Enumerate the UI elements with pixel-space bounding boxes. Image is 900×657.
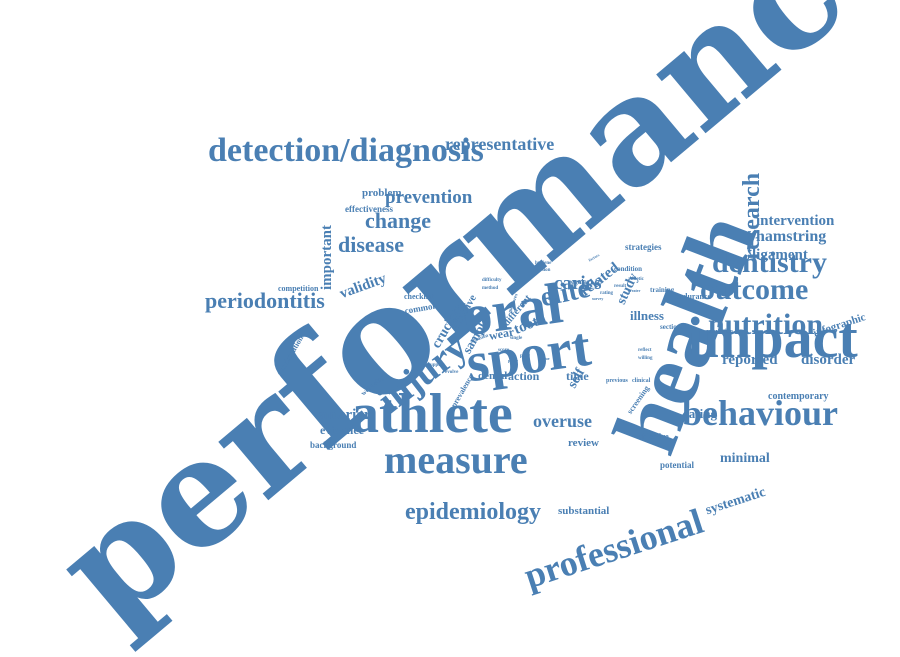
word-effectiveness: effectiveness [345,203,393,214]
word-sectional: sectional [660,323,687,332]
word-previous: previous [606,378,628,385]
word-anterior: anterior [318,406,371,423]
word-substantial: substantial [558,504,610,517]
word-overuse: overuse [533,411,592,432]
word-representative: representative [445,134,555,155]
word-epidemiology: epidemiology [405,499,541,526]
word-hygiene: hygiene [535,260,552,266]
word-athlete: athlete [351,383,513,446]
word-illness: illness [630,308,664,324]
word-intervention: intervention [756,212,835,229]
word-survey: survey [592,295,604,301]
word-method: method [482,285,499,291]
word-reflect: reflect [638,347,652,353]
word-eating: eating [683,406,717,422]
word-rating: rating [600,290,614,296]
word-contemporary: contemporary [768,390,829,402]
word-willing: willing [638,355,653,361]
word-adjust: adjust [548,295,559,301]
word-systematic: systematic [703,484,768,518]
word-important: important [319,224,335,290]
word-caries: caries [554,273,602,295]
word-behaviour: behaviour [682,393,839,434]
word-potential: potential [660,459,695,470]
word-measure: measure [384,437,528,483]
word-score: score [498,347,510,353]
word-detection-diagnosis: detection/diagnosis [208,132,484,170]
word-outcome: outcome [700,273,809,307]
word-difficulty: difficulty [482,277,502,283]
word-evidence: evidence [320,423,364,438]
word-impact: impact [687,305,858,371]
word-background: background [310,439,357,450]
word-competition: competition [278,284,319,294]
word-action: action [508,369,540,384]
word-checklist: checklist [404,292,434,302]
word-minimal: minimal [720,450,770,466]
word-strategies: strategies [625,241,662,252]
word-disease: disease [338,231,404,257]
word-athletic: athletic [628,276,644,282]
word-time: time [566,369,589,384]
word-dentistry: dentistry [712,246,827,280]
word-disorder: disorder [801,351,856,368]
word-tissue: tissue [540,355,550,361]
word-erosion: erosion [535,267,551,273]
word-regular: regular [568,278,591,287]
word-evolve: evolve [445,369,459,375]
word-single: single [510,335,523,341]
word-conclusion: conclusion [706,329,734,336]
word-training: training [650,286,675,295]
word-poor: poor [520,353,530,359]
word-periodontitis: periodontitis [205,287,325,313]
word-result: result [614,283,627,289]
word-reported: reported [722,351,778,368]
word-nutrition: nutrition [708,308,824,342]
word-review: review [568,436,599,449]
word-prevention: prevention [385,187,473,209]
word-condition: condition [614,265,643,274]
word-endurance: endurance [675,292,711,302]
word-hamstring: hamstring [756,227,827,245]
word-greater: greater [628,287,641,293]
word-dental: dental [478,369,508,382]
word-ligament: ligament [752,246,808,263]
word-objective: objective [638,432,669,442]
word-change: change [365,207,431,233]
word-paper: paper [508,357,518,363]
word-support: support [428,362,445,368]
word-professional: professional [519,501,709,597]
word-problem: problem [362,186,402,199]
word-clinical: clinical [632,378,651,385]
